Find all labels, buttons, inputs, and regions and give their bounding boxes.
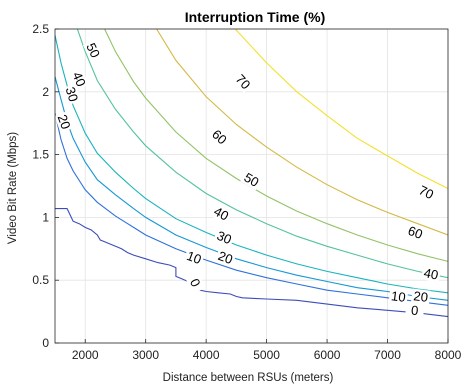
contour-label-50: 50 — [83, 41, 103, 61]
x-axis: 2000 3000 4000 5000 6000 7000 8000 — [72, 339, 462, 362]
y-tick-label: 2 — [42, 85, 49, 99]
contour-line-40 — [76, 29, 448, 279]
contour-label-bg — [404, 222, 427, 243]
contour-line-60 — [156, 29, 448, 236]
y-tick-label: 1 — [42, 210, 49, 224]
contour-label-60: 60 — [406, 223, 425, 242]
contour-label-bg — [415, 182, 438, 203]
contour-label-bg — [213, 227, 236, 248]
contour-label-bg — [69, 68, 90, 91]
x-tick-label: 5000 — [253, 348, 280, 362]
contour-label-bg — [210, 203, 233, 225]
plot-frame — [54, 28, 449, 344]
contour-line-0 — [55, 208, 448, 318]
contour-label-bg — [405, 302, 425, 319]
y-tick-label: 0.5 — [32, 273, 49, 287]
contour-label-50: 50 — [241, 170, 261, 190]
contour-label-20: 20 — [413, 288, 429, 305]
contour-label-bg — [82, 39, 104, 62]
contour-label-bg — [388, 288, 409, 305]
contour-label-bg — [54, 111, 74, 133]
contour-label-bg — [420, 265, 442, 283]
contour-label-40: 40 — [69, 70, 88, 89]
contour-label-10: 10 — [390, 288, 406, 305]
y-tick-label: 0 — [42, 336, 49, 350]
contour-line-70 — [234, 29, 448, 189]
contour-label-40: 40 — [211, 204, 231, 224]
contour-label-bg — [240, 169, 263, 191]
contour-label-bg — [231, 70, 255, 94]
contour-label-70: 70 — [416, 182, 436, 202]
contour-label-bg — [410, 288, 431, 305]
x-tick-label: 2000 — [72, 348, 99, 362]
y-tick-label: 1.5 — [32, 148, 49, 162]
contour-label-bg — [208, 125, 231, 149]
contour-lines — [55, 29, 448, 318]
contour-line-20 — [55, 76, 448, 301]
contour-label-0: 0 — [411, 303, 419, 319]
chart-title: Interruption Time (%) — [185, 9, 326, 25]
x-tick-label: 8000 — [435, 348, 462, 362]
x-axis-label: Distance between RSUs (meters) — [163, 372, 334, 384]
contour-label-bg — [183, 247, 205, 268]
contour-label-40: 40 — [422, 265, 439, 283]
contour-label-10: 10 — [185, 248, 204, 267]
contour-label-20: 20 — [216, 248, 235, 267]
x-tick-label: 7000 — [374, 348, 401, 362]
contour-label-20: 20 — [55, 112, 74, 131]
contour-line-30 — [55, 35, 448, 294]
x-tick-label: 6000 — [314, 348, 341, 362]
contour-label-30: 30 — [215, 228, 234, 247]
y-tick-label: 2.5 — [32, 22, 49, 36]
contour-label-bg — [214, 247, 237, 268]
contour-line-10 — [55, 113, 448, 306]
y-axis: 0 0.5 1 1.5 2 2.5 — [32, 22, 59, 350]
y-axis-label: Video Bit Rate (Mbps) — [7, 132, 19, 244]
contour-label-bg — [185, 271, 206, 294]
x-tick-label: 3000 — [132, 348, 159, 362]
x-tick-label: 4000 — [193, 348, 220, 362]
